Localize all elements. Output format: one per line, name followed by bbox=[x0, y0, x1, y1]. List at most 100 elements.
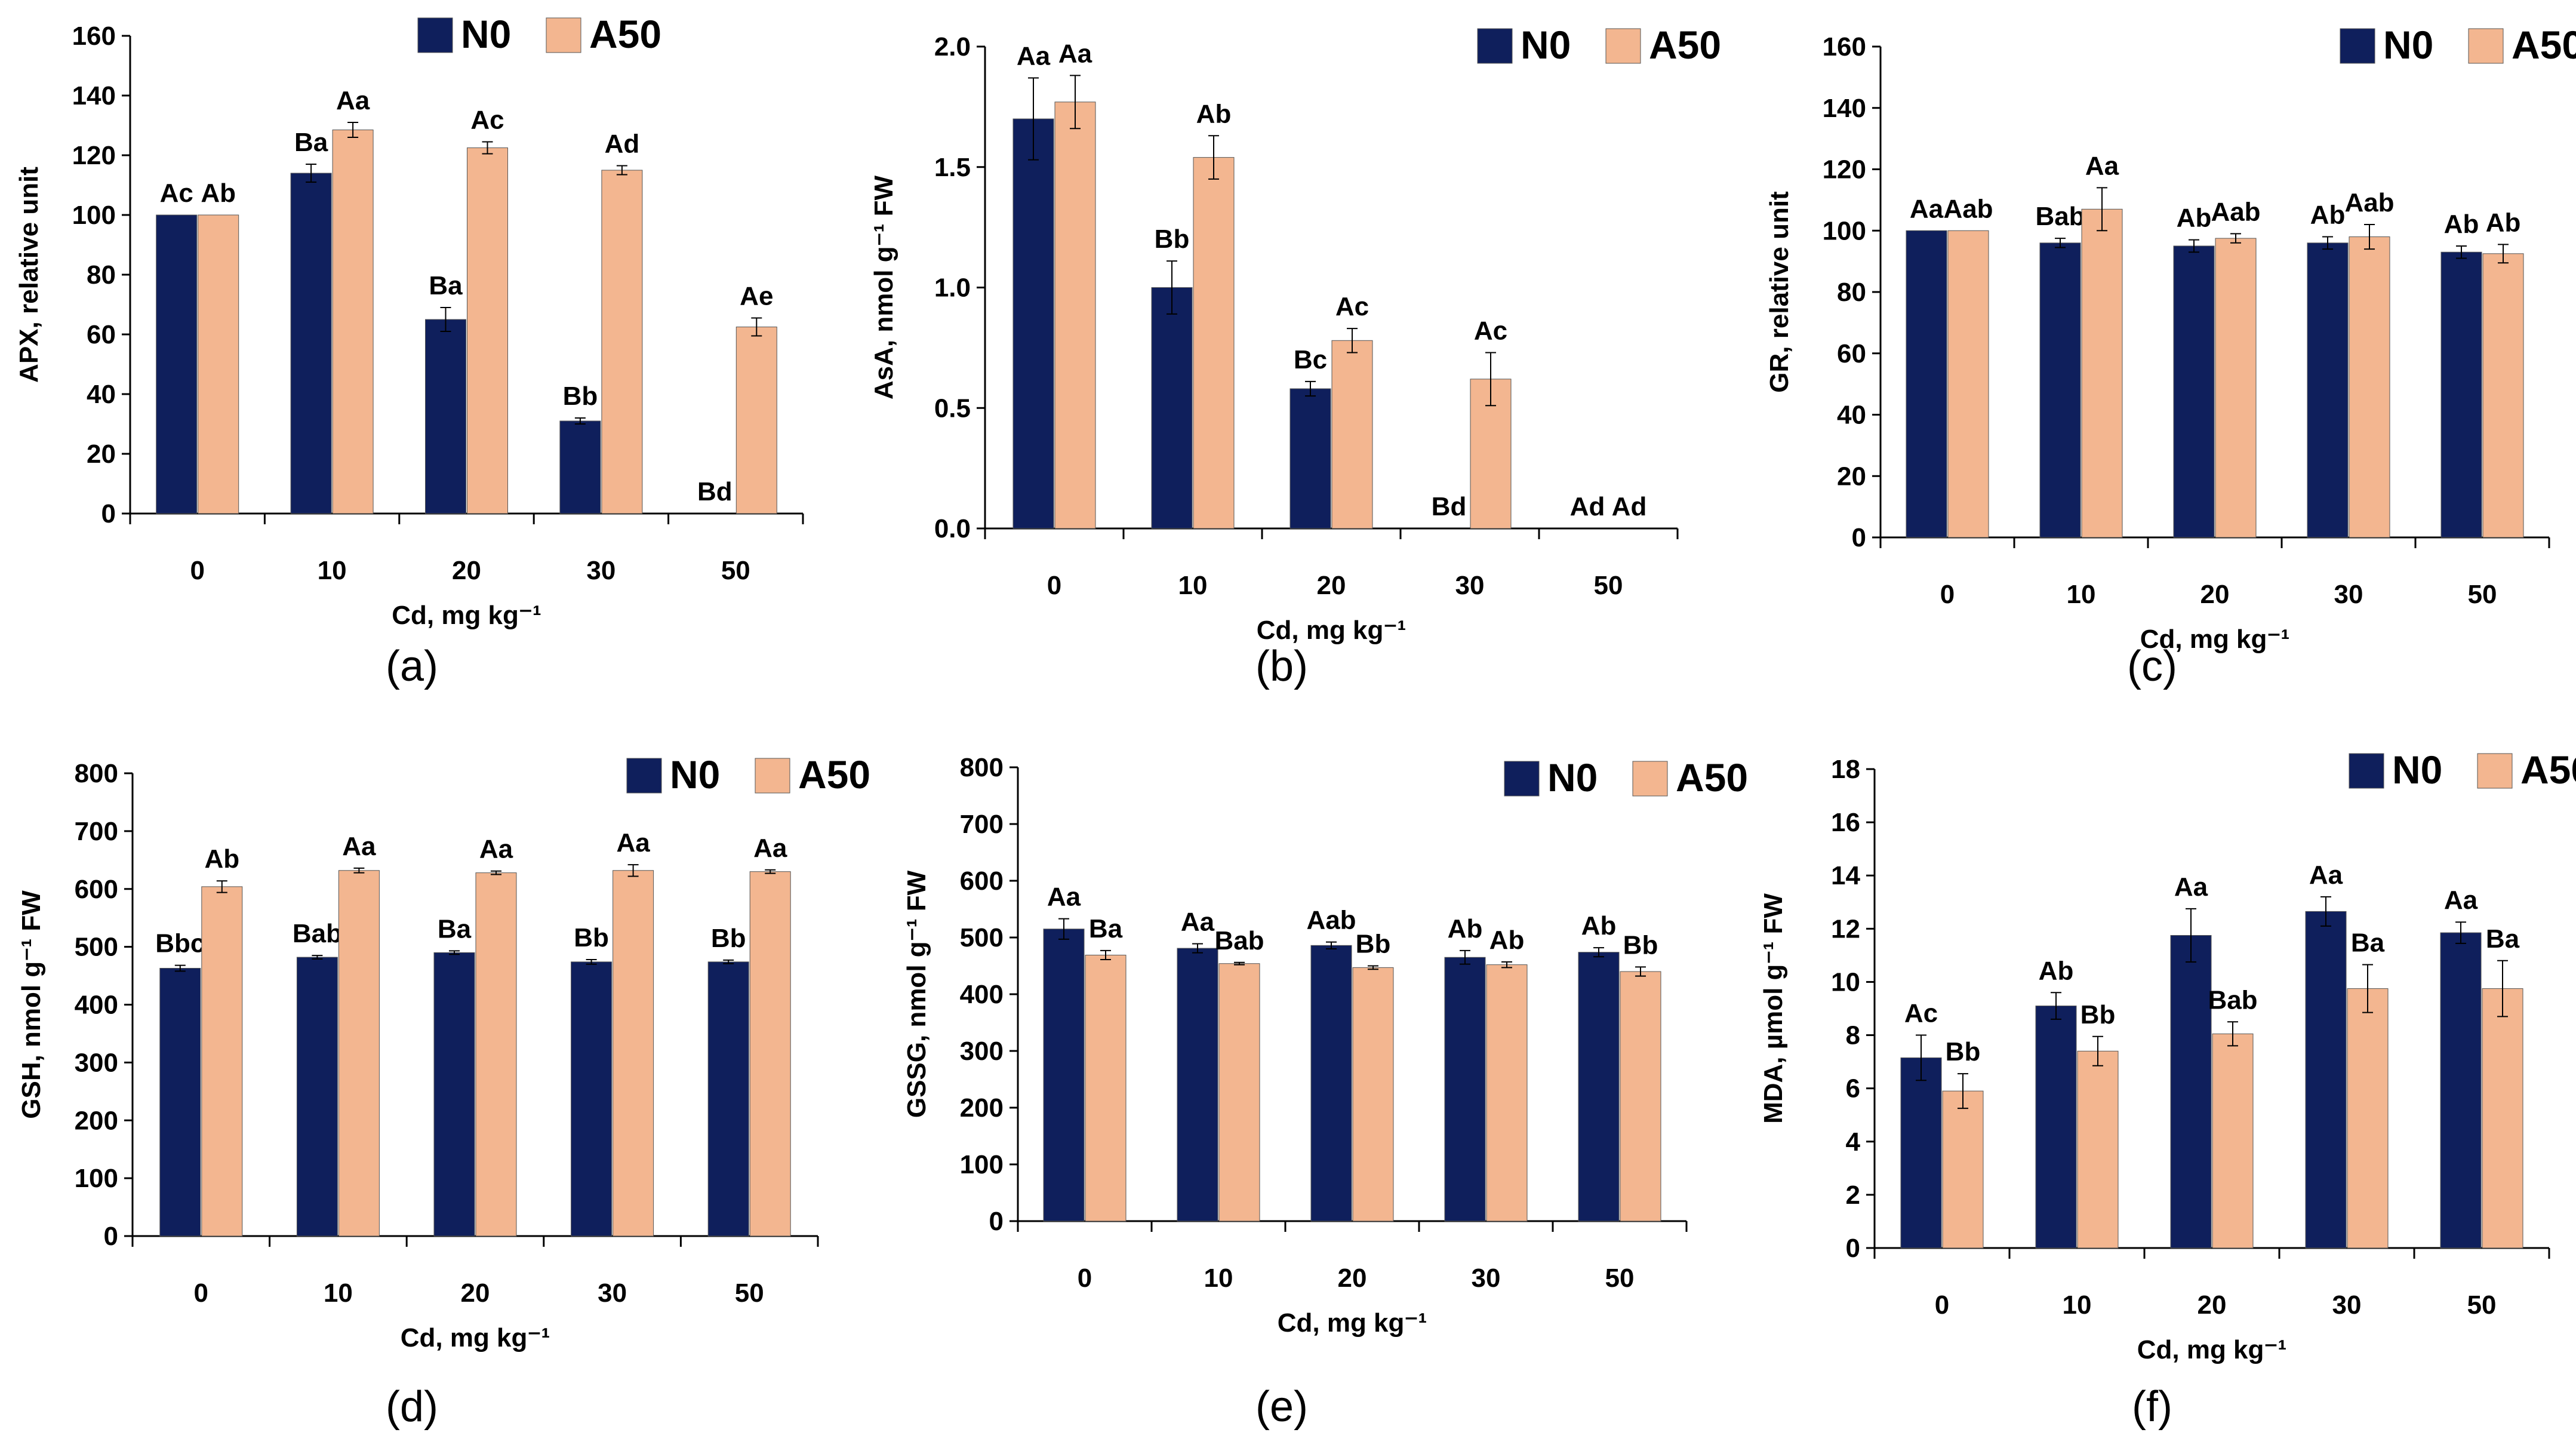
y-tick-label: 8 bbox=[1846, 1021, 1860, 1050]
y-tick-label: 12 bbox=[1831, 914, 1860, 943]
y-tick-label: 1.5 bbox=[934, 153, 971, 182]
y-tick-label: 80 bbox=[1837, 278, 1866, 307]
bar-n0 bbox=[1444, 957, 1486, 1222]
x-tick-label: 30 bbox=[586, 556, 615, 585]
y-axis-title: GR, relative unit bbox=[1765, 191, 1794, 393]
legend-label-n0: N0 bbox=[2383, 23, 2433, 67]
significance-letter: Ad bbox=[1570, 492, 1605, 521]
significance-letter: Ba bbox=[2486, 924, 2520, 954]
legend-label-n0: N0 bbox=[1521, 23, 1571, 67]
x-tick-label: 0 bbox=[1078, 1264, 1092, 1293]
significance-letter: Ab bbox=[1196, 99, 1232, 128]
bar-a50 bbox=[2347, 988, 2389, 1249]
bar-n0 bbox=[1012, 118, 1054, 529]
x-tick-label: 50 bbox=[735, 1278, 764, 1308]
significance-letter: Aa bbox=[479, 835, 513, 864]
significance-letter: Ac bbox=[1474, 316, 1507, 345]
x-tick-label: 30 bbox=[2334, 580, 2363, 609]
significance-letter: Aab bbox=[2211, 197, 2260, 226]
y-tick-label: 100 bbox=[75, 1164, 118, 1193]
bar-a50 bbox=[1947, 230, 1989, 538]
significance-letter: Aa bbox=[1017, 41, 1051, 70]
x-tick-label: 10 bbox=[318, 556, 347, 585]
panel-caption: (d) bbox=[386, 1383, 438, 1431]
y-tick-label: 140 bbox=[1823, 94, 1866, 123]
bar-a50 bbox=[1352, 967, 1394, 1222]
legend-label-a50: A50 bbox=[1676, 755, 1748, 800]
bar-n0 bbox=[559, 420, 601, 514]
x-axis-title: Cd, mg kg⁻¹ bbox=[2140, 625, 2290, 654]
legend-swatch-n0 bbox=[2340, 28, 2375, 64]
y-tick-label: 120 bbox=[1823, 155, 1866, 185]
bar-a50 bbox=[201, 886, 243, 1237]
y-axis-title: MDA, µmol g⁻¹ FW bbox=[1759, 893, 1788, 1124]
bar-a50 bbox=[2077, 1050, 2119, 1249]
significance-letter: Ab bbox=[204, 844, 239, 874]
significance-letter: Ba bbox=[294, 128, 328, 157]
y-tick-label: 60 bbox=[1837, 339, 1866, 368]
y-tick-label: 100 bbox=[72, 201, 116, 230]
panel-caption: (f) bbox=[2132, 1383, 2172, 1431]
x-tick-label: 50 bbox=[2467, 1290, 2497, 1320]
significance-letter: Bb bbox=[1623, 930, 1658, 960]
panel-caption: (c) bbox=[2127, 643, 2177, 690]
legend-label-n0: N0 bbox=[1547, 755, 1598, 800]
significance-letter: Aa bbox=[1910, 194, 1944, 223]
y-tick-label: 800 bbox=[960, 753, 1004, 782]
bar-n0 bbox=[1151, 287, 1193, 529]
x-axis-title: Cd, mg kg⁻¹ bbox=[2137, 1335, 2287, 1364]
y-tick-label: 160 bbox=[1823, 32, 1866, 62]
bar-n0 bbox=[2440, 932, 2482, 1249]
significance-letter: Ad bbox=[1612, 492, 1647, 521]
bar-n0 bbox=[1906, 230, 1947, 538]
significance-letter: Aa bbox=[2085, 151, 2119, 180]
x-tick-label: 50 bbox=[1594, 571, 1623, 600]
legend-label-n0: N0 bbox=[461, 12, 511, 56]
y-tick-label: 0 bbox=[989, 1207, 1004, 1236]
legend-label-a50: A50 bbox=[2512, 23, 2576, 67]
y-tick-label: 160 bbox=[72, 21, 116, 51]
y-tick-label: 600 bbox=[960, 866, 1004, 896]
bar-a50 bbox=[467, 147, 508, 514]
y-tick-label: 0 bbox=[1852, 523, 1866, 552]
bar-a50 bbox=[2212, 1033, 2254, 1249]
y-tick-label: 18 bbox=[1831, 755, 1860, 784]
y-tick-label: 600 bbox=[75, 875, 118, 904]
y-axis-title: AsA, nmol g⁻¹ FW bbox=[869, 175, 898, 399]
bar-a50 bbox=[1085, 954, 1127, 1222]
significance-letter: Ac bbox=[1904, 999, 1938, 1028]
significance-letter: Bab bbox=[1214, 926, 1264, 955]
legend-swatch-a50 bbox=[2477, 753, 2513, 789]
y-tick-label: 60 bbox=[87, 320, 116, 349]
bar-a50 bbox=[1486, 964, 1528, 1222]
significance-letter: Aa bbox=[753, 834, 787, 863]
significance-letter: Ab bbox=[2444, 210, 2479, 239]
bar-a50 bbox=[735, 327, 777, 514]
y-tick-label: 140 bbox=[72, 81, 116, 110]
legend-swatch-n0 bbox=[2349, 753, 2384, 789]
bar-n0 bbox=[1289, 388, 1331, 529]
y-tick-label: 500 bbox=[960, 923, 1004, 952]
y-tick-label: 40 bbox=[1837, 401, 1866, 430]
x-tick-label: 30 bbox=[2332, 1290, 2362, 1320]
y-tick-label: 700 bbox=[75, 817, 118, 846]
significance-letter: Ac bbox=[160, 179, 193, 208]
significance-letter: Ab bbox=[2039, 956, 2074, 985]
bar-a50 bbox=[338, 870, 380, 1237]
significance-letter: Aa bbox=[616, 828, 650, 857]
bar-n0 bbox=[433, 952, 475, 1237]
legend-swatch-a50 bbox=[755, 758, 790, 794]
y-tick-label: 16 bbox=[1831, 808, 1860, 837]
legend-swatch-a50 bbox=[2468, 28, 2504, 64]
significance-letter: Ba bbox=[438, 914, 472, 943]
bar-a50 bbox=[1942, 1090, 1984, 1249]
bar-n0 bbox=[707, 961, 749, 1237]
y-tick-label: 700 bbox=[960, 810, 1004, 839]
y-tick-label: 20 bbox=[1837, 462, 1866, 491]
panel-a: 0 20 40 60 80 100 120 140 160 0 Ac Ab 10 Ba Aa 20 Ba Ac 30… bbox=[14, 12, 804, 690]
bar-a50 bbox=[749, 871, 791, 1237]
bar-a50 bbox=[1054, 102, 1096, 529]
panel-e: 01002003004005006007008000AaBa10AaBab20A… bbox=[902, 753, 1748, 1431]
